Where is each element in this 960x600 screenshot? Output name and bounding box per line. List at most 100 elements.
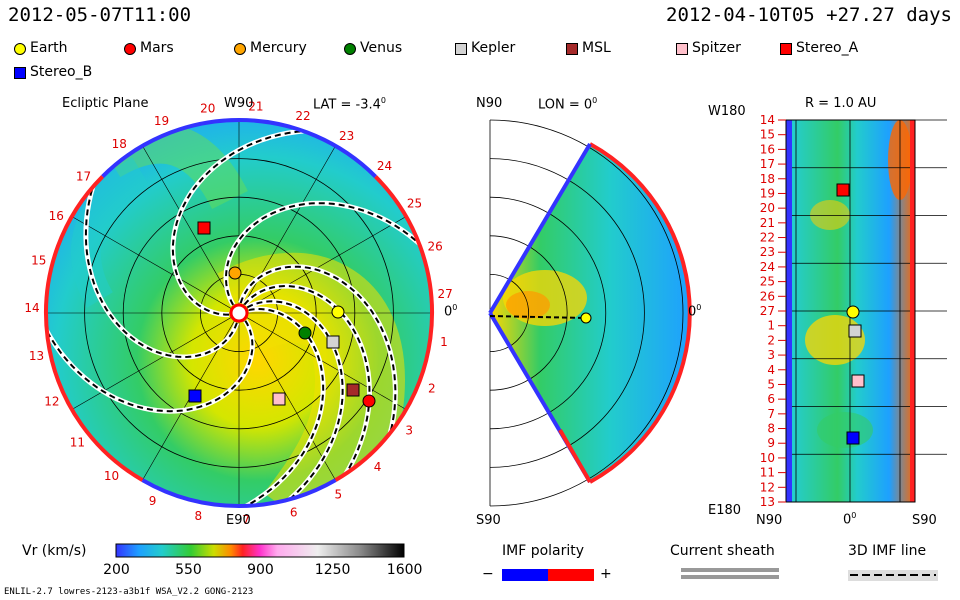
carrington-label: 3 <box>405 424 413 438</box>
radial-row-label: 20 <box>760 201 775 215</box>
model-footer: ENLIL-2.7 lowres-2123-a3b1f WSA_V2.2 GON… <box>4 587 254 597</box>
radial-panel: 1415161718192021222324252627123456789101… <box>760 113 947 509</box>
radial-row-label: 4 <box>767 363 775 377</box>
carrington-label: 7 <box>242 513 250 527</box>
legend-marker-mars <box>124 43 136 55</box>
imf-line <box>171 129 424 316</box>
carrington-label: 11 <box>70 435 85 449</box>
carrington-label: 10 <box>104 469 119 483</box>
legend-label-mercury: Mercury <box>250 40 307 56</box>
legend-marker-spitzer <box>676 43 688 55</box>
carrington-label: 22 <box>295 109 310 123</box>
radial-row-label: 22 <box>760 231 775 245</box>
legend-marker-stereo_a <box>780 43 792 55</box>
colorbar-tick: 900 <box>247 562 274 578</box>
carrington-label: 17 <box>76 169 91 183</box>
legend-marker-mercury <box>234 43 246 55</box>
current-sheath-label: Current sheath <box>670 543 775 559</box>
carrington-label: 21 <box>248 100 263 114</box>
spacecraft-venus <box>298 326 312 340</box>
radial-row-label: 2 <box>767 333 775 347</box>
imf3d-label: 3D IMF line <box>848 543 927 559</box>
carrington-label: 23 <box>339 129 354 143</box>
radial-row-label: 23 <box>760 245 775 259</box>
legend-marker-stereo_b <box>14 67 26 79</box>
meridional-bottom-label: S90 <box>476 513 501 528</box>
radial-x-mid: 00 <box>843 511 857 528</box>
meridional-ring <box>489 158 645 468</box>
imf-negative-swatch <box>502 569 548 581</box>
imf-positive-swatch <box>548 569 594 581</box>
meridional-panel <box>488 119 692 507</box>
radial-row-label: 26 <box>760 289 775 303</box>
radial-row-label: 7 <box>767 407 775 421</box>
spacecraft-legend: Earth Mars Mercury Venus Kepler MSL Spitzer Ste… <box>0 38 960 82</box>
timestamp-right: 2012-04-10T05 +27.27 days <box>666 4 952 26</box>
radial-row-label: 14 <box>760 113 775 127</box>
carrington-label: 16 <box>49 209 64 223</box>
radial-row-label: 1 <box>767 319 775 333</box>
radial-row-label: 17 <box>760 157 775 171</box>
colorbar-tick: 1250 <box>314 562 351 578</box>
imf-line <box>58 307 325 506</box>
legend-marker-earth <box>14 43 26 55</box>
ecliptic-top-label: W90 <box>224 96 254 111</box>
polarity-arc <box>101 118 377 178</box>
spacecraft-stereo_b <box>188 389 202 403</box>
imf-polarity-label: IMF polarity <box>502 543 585 559</box>
ecliptic-imf-lines <box>46 120 432 506</box>
radial-spacecraft-stereo_a <box>836 183 850 197</box>
carrington-label: 18 <box>112 137 127 151</box>
radial-row-label: 13 <box>760 495 775 509</box>
meridional-wedge <box>490 144 690 482</box>
imf-plus-label: + <box>600 566 612 582</box>
radial-row-label: 24 <box>760 260 775 274</box>
carrington-label: 15 <box>31 254 46 268</box>
radial-x-left: N90 <box>756 513 783 528</box>
colorbar-label: Vr (km/s) <box>22 543 87 559</box>
carrington-label: 4 <box>374 460 382 474</box>
meridional-top-label: N90 <box>476 96 503 111</box>
carrington-label: 6 <box>290 506 298 520</box>
earth-marker-meridional <box>580 312 592 324</box>
ecliptic-lat: LAT = -3.40 <box>313 96 386 113</box>
carrington-label: 9 <box>149 494 157 508</box>
meridional-ring <box>489 274 529 352</box>
carrington-label: 25 <box>407 196 422 210</box>
meridional-ring <box>489 196 607 430</box>
radial-x-right: S90 <box>912 513 937 528</box>
radial-title: R = 1.0 AU <box>805 96 877 111</box>
polarity-arc <box>334 175 434 482</box>
imf-minus-label: − <box>482 566 494 582</box>
carrington-label: 24 <box>377 159 392 173</box>
carrington-label: 20 <box>200 101 215 115</box>
ecliptic-polarity-border <box>44 118 434 508</box>
radial-spacecraft-stereo_b <box>846 431 860 445</box>
ecliptic-right-label: 00 <box>444 303 458 320</box>
carrington-label: 19 <box>154 114 169 128</box>
colorbar-tick: 550 <box>175 562 202 578</box>
radial-row-label: 11 <box>760 466 775 480</box>
legend-marker-kepler <box>455 43 467 55</box>
legend-label-msl: MSL <box>582 40 611 56</box>
timestamp-left: 2012-05-07T11:00 <box>8 4 192 26</box>
imf-line <box>130 300 344 506</box>
carrington-label: 26 <box>427 240 442 254</box>
legend-label-stereo_a: Stereo_A <box>796 40 859 56</box>
ecliptic-spacecraft <box>188 221 376 408</box>
radial-top-left: W180 <box>708 104 746 119</box>
meridional-lon: LON = 00 <box>538 96 598 113</box>
radial-row-label: 21 <box>760 216 775 230</box>
colorbar-tick: 1600 <box>386 562 423 578</box>
polarity-arc <box>44 175 144 482</box>
carrington-label: 27 <box>437 287 452 301</box>
spacecraft-stereo_a <box>197 221 211 235</box>
radial-row-labels: 1415161718192021222324252627123456789101… <box>760 113 786 509</box>
radial-row-label: 10 <box>760 451 775 465</box>
radial-spacecraft-spitzer <box>851 374 865 388</box>
spacecraft-mercury <box>228 266 242 280</box>
legend-label-venus: Venus <box>360 40 403 56</box>
radial-spacecraft-kepler <box>848 324 862 338</box>
